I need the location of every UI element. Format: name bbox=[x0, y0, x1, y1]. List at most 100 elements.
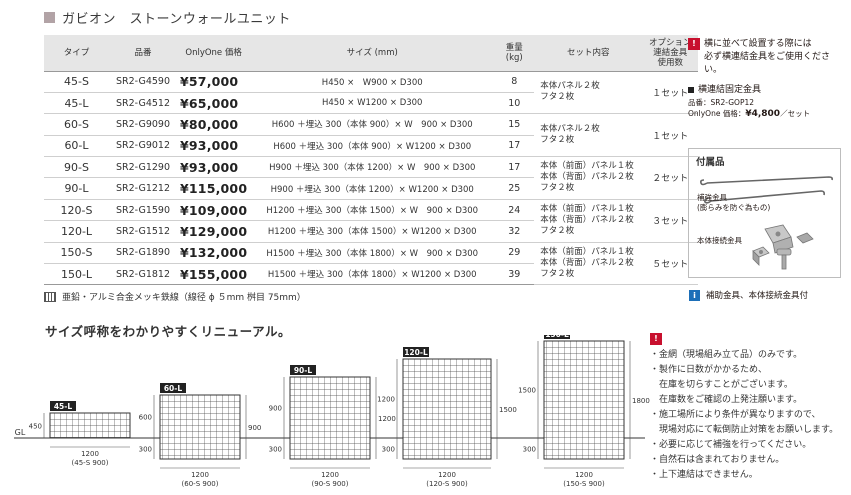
cell-size: H1500 ＋埋込 300（本体 1800）× W1200 × D300 bbox=[250, 263, 495, 286]
unit-tag: 90-L bbox=[294, 366, 313, 375]
note-line: 在庫を切らすことがございます。 bbox=[650, 380, 793, 390]
header-opt-l1: オプション bbox=[648, 37, 692, 48]
table-row: 90-S SR2-G1290 ¥93,000 H900 ＋埋込 300（本体 1200… bbox=[44, 156, 699, 200]
gl-label: GL bbox=[15, 428, 26, 437]
unit-tag: 60-L bbox=[164, 384, 183, 393]
table-row: 90-L SR2-G1212 ¥115,000 H900 ＋埋込 300（本体 120… bbox=[44, 177, 698, 200]
left-dim: 1200 bbox=[377, 396, 395, 404]
cell-size: H900 ＋埋込 300（本体 1200）× W1200 × D300 bbox=[250, 177, 495, 200]
cell-code: SR2-G1212 bbox=[109, 177, 177, 200]
set-line: フタ２枚 bbox=[540, 135, 575, 146]
set-line: フタ２枚 bbox=[540, 183, 575, 194]
left-dim: 450 bbox=[29, 423, 42, 431]
gabion-unit bbox=[159, 394, 241, 460]
left-dim: 900 bbox=[269, 405, 282, 413]
cell-weight: 29 bbox=[494, 242, 535, 265]
right-dim: 1200 bbox=[378, 415, 396, 423]
header-size: サイズ (mm) bbox=[250, 35, 495, 72]
unit-tag-bg bbox=[50, 401, 76, 411]
set-line: フタ２枚 bbox=[540, 269, 575, 280]
cell-price: ¥93,000 bbox=[177, 156, 251, 179]
rod-label-l2: (膨らみを防ぐ為もの) bbox=[697, 203, 771, 212]
clamp-label: 本体接続金具 bbox=[697, 236, 742, 245]
unit-tag: 45-L bbox=[54, 402, 73, 411]
note-line: 現場対応にて転倒防止対策をお願いします。 bbox=[650, 425, 839, 435]
cell-size: H1200 ＋埋込 300（本体 1500）× W 900 × D300 bbox=[250, 199, 495, 222]
unit-tag: 120-L bbox=[404, 348, 428, 357]
table-row: 60-S SR2-G9090 ¥80,000 H600 ＋埋込 300（本体 900）… bbox=[44, 113, 699, 158]
set-line: 本体パネル２枚 bbox=[540, 81, 600, 92]
cell-set-contents: 本体（前面）パネル１枚 本体（背面）パネル２枚 フタ２枚 bbox=[534, 242, 643, 286]
bolt-icon bbox=[752, 246, 792, 270]
header-price: OnlyOne 価格 bbox=[177, 35, 251, 72]
cell-weight: 39 bbox=[494, 263, 535, 286]
cell-weight: 25 bbox=[494, 177, 535, 200]
width-caption: (120-S 900) bbox=[426, 480, 468, 488]
note-line: ・施工場所により条件が異なりますので、 bbox=[650, 410, 821, 420]
fitting-price-label: OnlyOne 価格 bbox=[688, 109, 738, 118]
gabion-unit bbox=[289, 376, 371, 460]
cell-weight: 10 bbox=[494, 92, 535, 115]
cell-code: SR2-G1512 bbox=[109, 220, 177, 243]
set-line: 本体（前面）パネル１枚 bbox=[540, 204, 634, 215]
cell-price: ¥155,000 bbox=[177, 263, 251, 286]
cell-code: SR2-G1890 bbox=[109, 242, 177, 265]
cell-set-contents: 本体（前面）パネル１枚 本体（背面）パネル２枚 フタ２枚 bbox=[534, 199, 643, 243]
cell-type: 45-L bbox=[44, 92, 109, 115]
rod-icon bbox=[700, 176, 833, 204]
header-weight-l1: 重量 bbox=[505, 42, 523, 53]
warn-line: い。 bbox=[704, 65, 723, 75]
width-caption: (45-S 900) bbox=[72, 459, 109, 467]
cell-price: ¥65,000 bbox=[177, 92, 251, 115]
fitting-block: 横連結固定金具 品番：SR2-GOP12 OnlyOne 価格：¥4,800／セ… bbox=[688, 84, 848, 120]
cell-code: SR2-G1590 bbox=[109, 199, 177, 222]
cell-type: 120-S bbox=[44, 199, 109, 222]
accessories-title: 付属品 bbox=[696, 157, 725, 168]
set-line: フタ２枚 bbox=[540, 226, 575, 237]
cell-size: H600 ＋埋込 300（本体 900）× W 900 × D300 bbox=[250, 113, 495, 136]
width-dim: 1200 bbox=[321, 471, 339, 479]
right-dim: 1500 bbox=[499, 406, 517, 414]
cell-type: 90-L bbox=[44, 177, 109, 200]
width-caption: (150-S 900) bbox=[563, 480, 605, 488]
table-row: 150-S SR2-G1890 ¥132,000 H1500 ＋埋込 300（本体 1… bbox=[44, 242, 699, 286]
accessory-illustration bbox=[700, 176, 833, 270]
cell-size: H1500 ＋埋込 300（本体 1800）× W 900 × D300 bbox=[250, 242, 495, 265]
material-note: 亜鉛・アルミ合金メッキ鉄線（線径 ϕ ５mm 桝目 75mm） bbox=[44, 290, 306, 303]
info-icon: i bbox=[689, 289, 700, 301]
header-opt-l2: 連結金具 bbox=[653, 47, 688, 58]
width-dim: 1200 bbox=[191, 471, 209, 479]
cell-weight: 15 bbox=[494, 113, 535, 136]
fitting-price-line: OnlyOne 価格：¥4,800／セット bbox=[688, 109, 811, 119]
clamp-icon bbox=[764, 224, 814, 254]
mesh-icon bbox=[44, 291, 56, 302]
set-line: 本体（背面）パネル２枚 bbox=[540, 172, 634, 183]
left-dim: 1500 bbox=[518, 387, 536, 395]
right-notes: ! 横に並べて設置する際には 必ず横連結金具をご使用くださ い。 横連結固定金具… bbox=[688, 38, 848, 120]
info-note: i 補助金具、本体接続金具付 bbox=[689, 289, 808, 301]
cell-price: ¥57,000 bbox=[177, 71, 251, 93]
bottom-dim: 300 bbox=[269, 446, 282, 454]
header-weight-l2: (kg) bbox=[505, 52, 523, 63]
accessories-box: 付属品 補強金具 (膨らみを防ぐ為もの) 本体接続金具 bbox=[688, 148, 841, 278]
table-row: 45-S SR2-G4590 ¥57,000 H450 × W900 × D300 8 本… bbox=[44, 71, 699, 115]
info-note-text: 補助金具、本体接続金具付 bbox=[706, 291, 809, 301]
set-line: 本体（前面）パネル１枚 bbox=[540, 161, 634, 172]
cell-price: ¥80,000 bbox=[177, 113, 251, 136]
table-row: 120-S SR2-G1590 ¥109,000 H1200 ＋埋込 300（本体 1… bbox=[44, 199, 699, 243]
set-line: 本体パネル２枚 bbox=[540, 124, 600, 135]
width-dim: 1200 bbox=[438, 471, 456, 479]
gabion-unit bbox=[402, 358, 492, 460]
subheading: サイズ呼称をわかりやすくリニューアル。 bbox=[45, 324, 292, 339]
rod-label: 補強金具 (膨らみを防ぐ為もの) bbox=[697, 193, 770, 213]
set-line: 本体（前面）パネル１枚 bbox=[540, 247, 634, 258]
cell-weight: 8 bbox=[494, 71, 535, 93]
note-line: ・自然石は含まれておりません。 bbox=[650, 455, 785, 465]
warning-block: ! 横に並べて設置する際には 必ず横連結金具をご使用くださ い。 bbox=[688, 38, 848, 77]
page-title-bar: ガビオン ストーンウォールユニット bbox=[44, 8, 291, 27]
cell-size: H450 × W900 × D300 bbox=[250, 71, 495, 93]
title-square-icon bbox=[44, 11, 55, 23]
header-weight: 重量 (kg) bbox=[494, 35, 535, 72]
fitting-code: 品番：SR2-GOP12 bbox=[688, 98, 755, 107]
unit-tag-bg bbox=[544, 335, 570, 339]
